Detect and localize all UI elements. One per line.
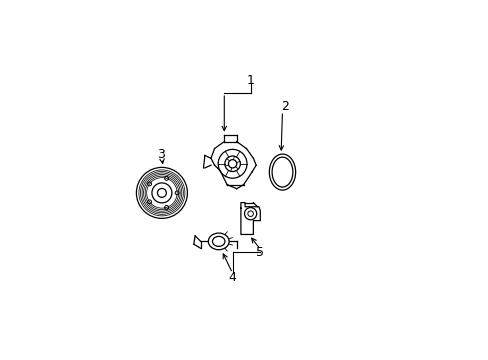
Text: 2: 2	[281, 100, 288, 113]
Text: 5: 5	[256, 246, 264, 259]
Text: 4: 4	[228, 271, 236, 284]
Text: 3: 3	[156, 148, 164, 161]
Text: 1: 1	[246, 74, 254, 87]
